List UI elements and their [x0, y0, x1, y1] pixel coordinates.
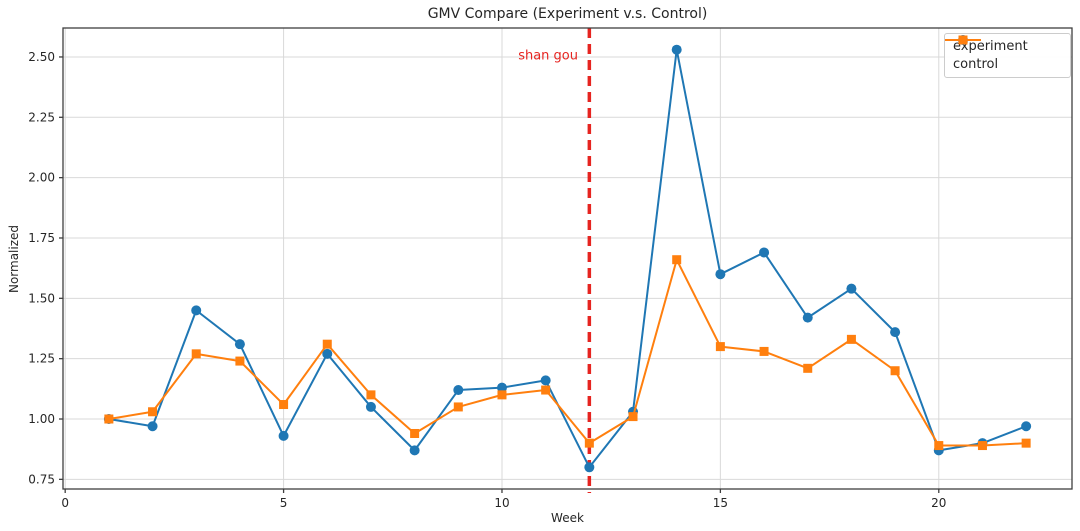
control-point-8 — [410, 428, 420, 438]
y-tick-label: 2.50 — [28, 50, 55, 64]
y-tick-label: 0.75 — [28, 472, 55, 486]
experiment-point-2 — [147, 421, 158, 432]
legend-label-control: control — [953, 57, 999, 73]
vline-annotation: shan gou — [518, 48, 578, 64]
y-tick-label: 1.00 — [28, 412, 55, 426]
x-tick-label: 15 — [713, 496, 728, 510]
control-point-9 — [453, 402, 463, 412]
control-point-10 — [497, 390, 507, 400]
legend-item-control: control — [945, 35, 1062, 73]
control-point-13 — [628, 412, 638, 422]
experiment-point-4 — [234, 339, 245, 350]
experiment-point-8 — [409, 445, 420, 456]
y-tick-label: 2.25 — [28, 110, 55, 124]
experiment-point-22 — [1021, 421, 1032, 432]
control-point-14 — [672, 255, 682, 265]
control-point-20 — [934, 441, 944, 451]
experiment-point-5 — [278, 430, 289, 441]
experiment-line — [107, 48, 1028, 469]
control-legend-marker-icon — [945, 35, 981, 45]
y-axis-label: Normalized — [7, 224, 21, 294]
experiment-point-19 — [890, 327, 901, 338]
x-tick-label: 20 — [931, 496, 946, 510]
experiment-point-15 — [715, 269, 726, 280]
experiment-point-10 — [496, 382, 507, 393]
control-point-22 — [1021, 438, 1031, 448]
experiment-point-16 — [759, 247, 770, 258]
experiment-point-7 — [365, 401, 376, 412]
control-point-18 — [846, 334, 856, 344]
control-line — [107, 258, 1028, 447]
control-point-17 — [803, 363, 813, 373]
legend: experiment control — [944, 33, 1071, 78]
x-axis-label: Week — [551, 511, 584, 525]
control-point-19 — [890, 366, 900, 376]
control-point-4 — [235, 356, 245, 366]
experiment-point-11 — [540, 375, 551, 386]
experiment-point-12 — [584, 462, 595, 473]
experiment-point-17 — [802, 312, 813, 323]
chart-title: GMV Compare (Experiment v.s. Control) — [427, 6, 708, 22]
axes-frame — [62, 27, 1073, 490]
x-tick-label: 5 — [280, 496, 288, 510]
control-point-5 — [279, 400, 289, 410]
control-point-16 — [759, 346, 769, 356]
x-tick-label: 10 — [494, 496, 509, 510]
control-point-15 — [715, 342, 725, 352]
y-tick-label: 1.25 — [28, 352, 55, 366]
control-point-11 — [541, 385, 551, 395]
experiment-point-14 — [671, 44, 682, 55]
control-point-12 — [584, 438, 594, 448]
control-point-21 — [977, 441, 987, 451]
y-tick-label: 1.75 — [28, 231, 55, 245]
x-tick-label: 0 — [61, 496, 69, 510]
control-point-1 — [104, 414, 114, 424]
control-point-3 — [191, 349, 201, 359]
control-point-7 — [366, 390, 376, 400]
experiment-point-3 — [191, 305, 202, 316]
experiment-point-9 — [453, 385, 464, 396]
legend-label-experiment: experiment — [953, 38, 1028, 54]
y-tick-label: 1.50 — [28, 291, 55, 305]
control-point-2 — [148, 407, 158, 417]
experiment-point-18 — [846, 283, 857, 294]
y-tick-label: 2.00 — [28, 171, 55, 185]
experiment-point-6 — [322, 348, 333, 359]
control-point-6 — [322, 339, 332, 349]
